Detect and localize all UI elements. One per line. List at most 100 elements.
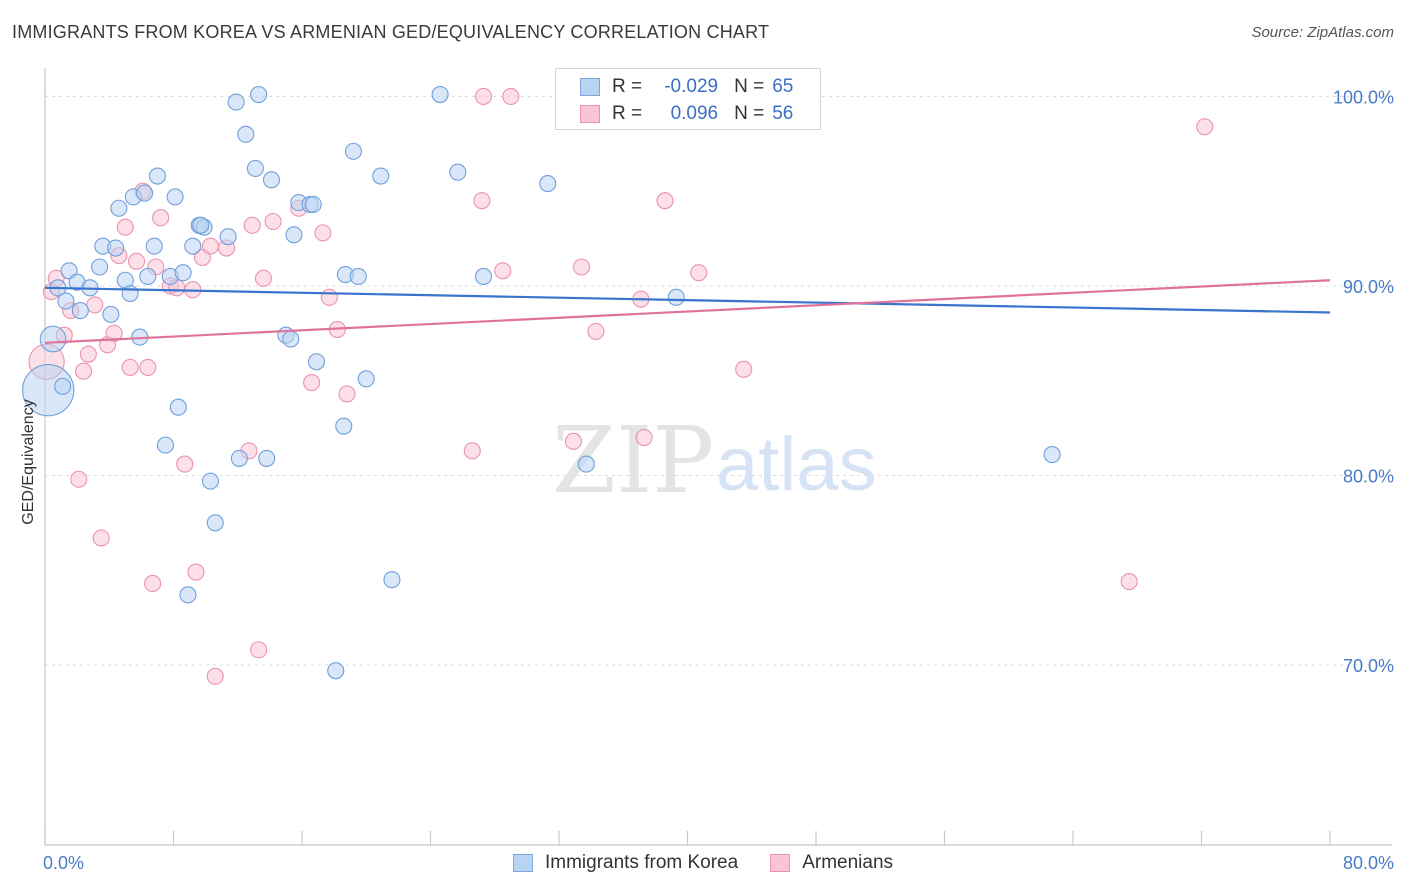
korea-r-value: -0.029 bbox=[664, 76, 719, 97]
armenians-point bbox=[116, 218, 134, 236]
armenians-point bbox=[243, 216, 261, 234]
watermark: ZIP atlas bbox=[552, 407, 877, 514]
korea-point bbox=[372, 167, 390, 185]
korea-point bbox=[335, 417, 353, 435]
korea-legend-label: Immigrants from Korea bbox=[544, 852, 739, 873]
korea-point bbox=[237, 125, 255, 143]
korea-point bbox=[179, 586, 197, 604]
korea-point bbox=[166, 188, 184, 206]
armenians-point bbox=[690, 264, 708, 282]
korea-swatch bbox=[580, 78, 600, 96]
armenians-point bbox=[572, 258, 591, 276]
y-axis-label: GED/Equivalency bbox=[20, 399, 37, 524]
tick-labels: 70.0% 80.0% 90.0% 100.0% 0.0% 80.0% bbox=[43, 87, 1394, 873]
korea-point bbox=[107, 239, 125, 257]
armenians-point bbox=[735, 360, 753, 378]
axes bbox=[44, 68, 1392, 846]
armenians-point bbox=[635, 428, 653, 447]
korea-point bbox=[258, 449, 276, 467]
korea-point bbox=[307, 353, 326, 371]
n-label: N = bbox=[734, 103, 765, 124]
armenians-point bbox=[502, 87, 520, 105]
gridlines bbox=[45, 95, 1392, 666]
korea-point bbox=[230, 449, 248, 467]
korea-point bbox=[91, 258, 109, 276]
armenians-point bbox=[144, 574, 162, 593]
x-tick-label: 80.0% bbox=[1343, 853, 1394, 873]
korea-point bbox=[192, 216, 210, 234]
korea-point bbox=[667, 288, 685, 306]
armenians-point bbox=[75, 362, 93, 380]
legend-row-korea: R = -0.029 N = 65 bbox=[580, 76, 793, 98]
korea-point bbox=[577, 455, 595, 473]
armenians-point bbox=[254, 269, 273, 287]
y-tick-label: 80.0% bbox=[1343, 466, 1394, 486]
armenians-point bbox=[152, 209, 170, 227]
korea-point bbox=[201, 472, 219, 490]
korea-point bbox=[110, 199, 128, 217]
armenians-point bbox=[314, 224, 332, 242]
armenians-point bbox=[303, 374, 321, 392]
korea-point bbox=[349, 267, 367, 286]
x-tick-label: 0.0% bbox=[43, 853, 84, 873]
armenians-point bbox=[564, 432, 583, 450]
korea-point bbox=[474, 267, 493, 286]
armenians-point bbox=[1120, 573, 1138, 591]
armenians-point bbox=[92, 529, 110, 547]
korea-point bbox=[250, 85, 268, 104]
armenians-point bbox=[1196, 118, 1214, 136]
y-tick-label: 100.0% bbox=[1333, 87, 1394, 107]
armenians-point bbox=[463, 442, 481, 460]
korea-point bbox=[184, 237, 202, 255]
korea-point bbox=[174, 264, 192, 282]
stats-legend: R = -0.029 N = 65 R = 0.096 N = 56 bbox=[555, 68, 821, 130]
korea-point bbox=[262, 171, 281, 189]
armenians-point bbox=[105, 324, 123, 342]
armenians-legend-swatch bbox=[770, 854, 791, 872]
trend-lines bbox=[44, 279, 1331, 344]
armenians-point bbox=[201, 237, 219, 255]
armenians-trend-line bbox=[44, 279, 1331, 344]
armenians-point bbox=[139, 358, 157, 376]
korea-legend-swatch bbox=[512, 854, 533, 872]
korea-point bbox=[285, 226, 303, 244]
r-label: R = bbox=[612, 103, 643, 124]
armenians-point bbox=[187, 563, 205, 581]
armenians-point bbox=[79, 345, 97, 363]
armenians-point bbox=[86, 296, 104, 314]
armenians-point bbox=[473, 192, 491, 210]
korea-point bbox=[57, 292, 75, 310]
korea-point bbox=[431, 85, 449, 104]
y-tick-label: 70.0% bbox=[1343, 656, 1394, 676]
korea-trend-line bbox=[44, 286, 1331, 314]
korea-point bbox=[136, 184, 154, 202]
legend-item-armenians[interactable]: Armenians bbox=[770, 852, 893, 874]
legend-row-armenians: R = 0.096 N = 56 bbox=[580, 103, 793, 125]
korea-point bbox=[156, 436, 175, 454]
armenians-point bbox=[176, 455, 194, 473]
armenians-r-value: 0.096 bbox=[670, 103, 719, 124]
korea-point bbox=[139, 267, 157, 286]
armenians-point bbox=[250, 641, 268, 659]
armenians-point bbox=[206, 667, 224, 685]
armenians-point bbox=[338, 385, 356, 403]
armenians-point bbox=[587, 322, 605, 340]
korea-point bbox=[121, 284, 139, 303]
korea-point bbox=[327, 662, 345, 680]
korea-point bbox=[1043, 446, 1061, 464]
korea-point bbox=[71, 302, 89, 320]
korea-n-value: 65 bbox=[772, 76, 794, 97]
korea-point bbox=[102, 305, 120, 323]
korea-point bbox=[227, 93, 245, 111]
korea-point bbox=[539, 175, 557, 193]
r-label: R = bbox=[612, 76, 643, 97]
armenians-point bbox=[70, 470, 88, 488]
source-label: Source: ZipAtlas.com bbox=[1251, 24, 1394, 41]
legend-item-korea[interactable]: Immigrants from Korea bbox=[512, 852, 739, 874]
korea-point bbox=[304, 195, 322, 213]
armenians-point bbox=[494, 262, 512, 280]
korea-point bbox=[169, 398, 187, 416]
korea-point bbox=[344, 142, 362, 160]
armenians-point bbox=[656, 192, 674, 210]
